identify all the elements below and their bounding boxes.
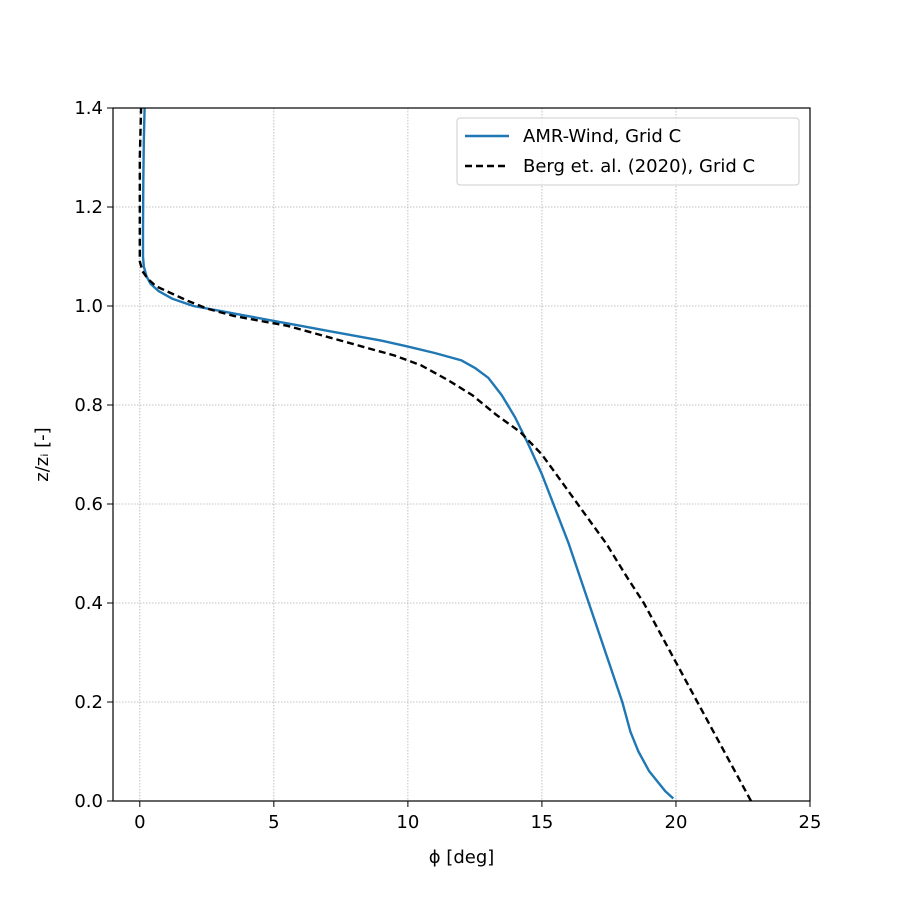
x-tick-label: 0 — [134, 812, 145, 833]
legend-label-berg: Berg et. al. (2020), Grid C — [523, 156, 755, 177]
x-tick-label: 20 — [665, 812, 688, 833]
series-lines — [138, 107, 753, 802]
y-tick-label: 1.0 — [74, 296, 103, 317]
x-tick-label: 10 — [396, 812, 419, 833]
y-axis-label: z/zᵢ [-] — [32, 427, 53, 481]
x-axis-label: ϕ [deg] — [429, 847, 495, 868]
y-tick-label: 1.4 — [74, 98, 103, 119]
legend-label-amr-wind: AMR-Wind, Grid C — [523, 126, 681, 147]
y-tick-label: 0.4 — [74, 593, 103, 614]
legend-box — [456, 117, 800, 186]
y-tick-label: 0.0 — [74, 791, 103, 812]
x-tick-label: 5 — [268, 812, 279, 833]
axis-ticks: 0 5 10 15 20 25 0.0 0.2 0.4 0.6 0.8 1.0 1.2 1.4 — [74, 98, 821, 833]
y-tick-label: 0.6 — [74, 494, 103, 515]
plot-frame — [112, 107, 811, 802]
x-tick-label: 15 — [530, 812, 553, 833]
y-tick-label: 0.8 — [74, 395, 103, 416]
x-tick-label: 25 — [799, 812, 822, 833]
y-tick-label: 0.2 — [74, 692, 103, 713]
legend: AMR-Wind, Grid C Berg et. al. (2020), Gr… — [456, 117, 800, 186]
y-tick-label: 1.2 — [74, 197, 103, 218]
series-line-amr-wind — [141, 107, 675, 800]
